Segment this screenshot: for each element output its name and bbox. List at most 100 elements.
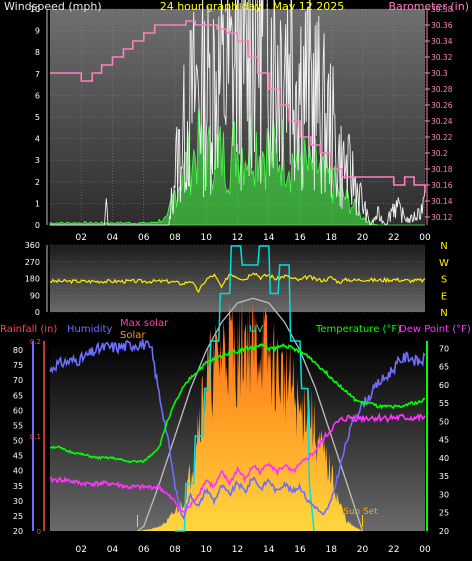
chart-date-title: 24 hour graph day : May 12 2025 [160, 0, 345, 13]
humidity-tick-label: 45 [13, 452, 23, 461]
wind-y-axis: 0 1 2 3 4 5 6 7 8 9 10 [30, 5, 48, 230]
wind-y-tick-label: 3 [35, 156, 40, 165]
direction-y-tick-label: 360 [25, 241, 40, 250]
wind-x-tick-label: 16 [294, 233, 306, 243]
rainfall-tick-label: 0.2 [30, 338, 41, 346]
humidity-tick-label: 55 [13, 421, 23, 430]
climate-x-tick-label: 14 [263, 545, 275, 555]
humidity-tick-label: 20 [13, 527, 23, 536]
legend-uv: UV [249, 324, 263, 335]
legend-solar: Solar [120, 330, 146, 341]
wind-x-tick-label: 12 [232, 233, 243, 243]
humidity-tick-label: 40 [13, 467, 23, 476]
climate-x-tick-label: 16 [294, 545, 306, 555]
barometer-tick-label: 30.38 [431, 5, 453, 14]
temperature-tick-label: 45 [439, 436, 449, 445]
barometer-tick-label: 30.2 [431, 149, 448, 158]
climate-x-tick-label: 22 [388, 545, 399, 555]
uv-line [175, 245, 315, 532]
barometer-line [50, 20, 426, 193]
legend-rainfall: Rainfall (in) [0, 324, 57, 335]
humidity-tick-label: 35 [13, 482, 23, 491]
barometer-tick-label: 30.18 [431, 165, 453, 174]
direction-y-tick-label: 180 [25, 275, 40, 284]
barometer-tick-label: 30.34 [431, 37, 453, 46]
temperature-tick-label: 35 [439, 472, 449, 481]
climate-x-tick-label: 06 [138, 545, 150, 555]
temperature-tick-label: 70 [439, 344, 449, 353]
humidity-y-axis: 20 25 30 35 40 45 50 55 60 65 70 75 80 [13, 341, 34, 536]
wind-x-tick-label: 14 [263, 233, 275, 243]
wind-y-tick-label: 9 [35, 27, 40, 36]
wind-y-tick-label: 4 [35, 135, 40, 144]
barometer-title: Barometer (in) [389, 0, 470, 13]
barometer-tick-label: 30.26 [431, 101, 453, 110]
compass-label: W [439, 258, 449, 269]
direction-y-axis: 0 90 180 270 360 [25, 241, 425, 317]
temperature-tick-label: 50 [439, 417, 449, 426]
climate-x-tick-label: 00 [419, 545, 431, 555]
temperature-line [49, 342, 426, 464]
wind-x-tick-label: 08 [169, 233, 181, 243]
barometer-tick-label: 30.12 [431, 213, 453, 222]
direction-y-tick-label: 0 [35, 308, 40, 317]
humidity-tick-label: 75 [13, 361, 23, 370]
rainfall-tick-label: 0 [37, 528, 41, 536]
wind-y-tick-label: 6 [35, 91, 40, 100]
wind-x-tick-label: 06 [138, 233, 150, 243]
wind-y-tick-label: 5 [35, 113, 40, 122]
wind-x-tick-label: 22 [388, 233, 399, 243]
wind-y-tick-label: 2 [35, 178, 40, 187]
wind-x-tick-label: 20 [357, 233, 369, 243]
direction-y-tick-label: 270 [25, 258, 40, 267]
humidity-tick-label: 70 [13, 376, 23, 385]
rainfall-tick-label: 0.1 [30, 433, 41, 441]
barometer-tick-label: 30.14 [431, 197, 453, 206]
barometer-tick-label: 30.28 [431, 85, 453, 94]
legend-temperature: Temperature (°F) [315, 324, 401, 335]
direction-line [49, 272, 426, 294]
climate-x-tick-label: 02 [76, 545, 87, 555]
temperature-tick-label: 30 [439, 490, 449, 499]
wind-y-tick-label: 1 [35, 199, 40, 208]
climate-x-tick-label: 04 [107, 545, 119, 555]
barometer-tick-label: 30.32 [431, 53, 453, 62]
wind-x-axis: 02 04 06 08 10 12 14 16 18 20 22 00 [76, 233, 431, 243]
temperature-tick-label: 65 [439, 363, 449, 372]
max-solar-curve [137, 297, 364, 532]
wind-y-tick-label: 10 [30, 5, 40, 14]
humidity-tick-label: 60 [13, 406, 23, 415]
temperature-y-axis: 20 25 30 35 40 45 50 55 60 65 70 [426, 341, 449, 536]
climate-x-tick-label: 12 [232, 545, 243, 555]
wind-title: Windspeed (mph) [4, 0, 102, 13]
wind-x-tick-label: 18 [326, 233, 338, 243]
direction-series [49, 272, 426, 294]
wind-x-tick-label: 04 [107, 233, 119, 243]
wind-x-tick-label: 00 [419, 233, 431, 243]
temperature-tick-label: 40 [439, 454, 449, 463]
compass-label: S [441, 275, 447, 286]
legend-max-solar: Max solar [120, 318, 169, 329]
legend-humidity: Humidity [67, 324, 112, 335]
climate-x-axis: 02 04 06 08 10 12 14 16 18 20 22 00 [76, 545, 431, 555]
humidity-tick-label: 50 [13, 437, 23, 446]
wind-x-tick-label: 02 [76, 233, 87, 243]
climate-x-tick-label: 20 [357, 545, 369, 555]
humidity-tick-label: 80 [13, 346, 23, 355]
climate-series: Sun Set [49, 245, 426, 532]
barometer-tick-label: 30.22 [431, 133, 453, 142]
humidity-tick-label: 65 [13, 391, 23, 400]
barometer-tick-label: 30.36 [431, 21, 453, 30]
wind-series [49, 0, 426, 226]
rainfall-y-axis: 0 0.1 0.2 [30, 338, 45, 536]
wind-gust-line [50, 0, 426, 226]
temperature-tick-label: 55 [439, 399, 449, 408]
compass-label: E [441, 291, 447, 302]
compass-label: N [440, 241, 447, 252]
barometer-tick-label: 30.3 [431, 69, 448, 78]
compass-label: N [440, 308, 447, 319]
